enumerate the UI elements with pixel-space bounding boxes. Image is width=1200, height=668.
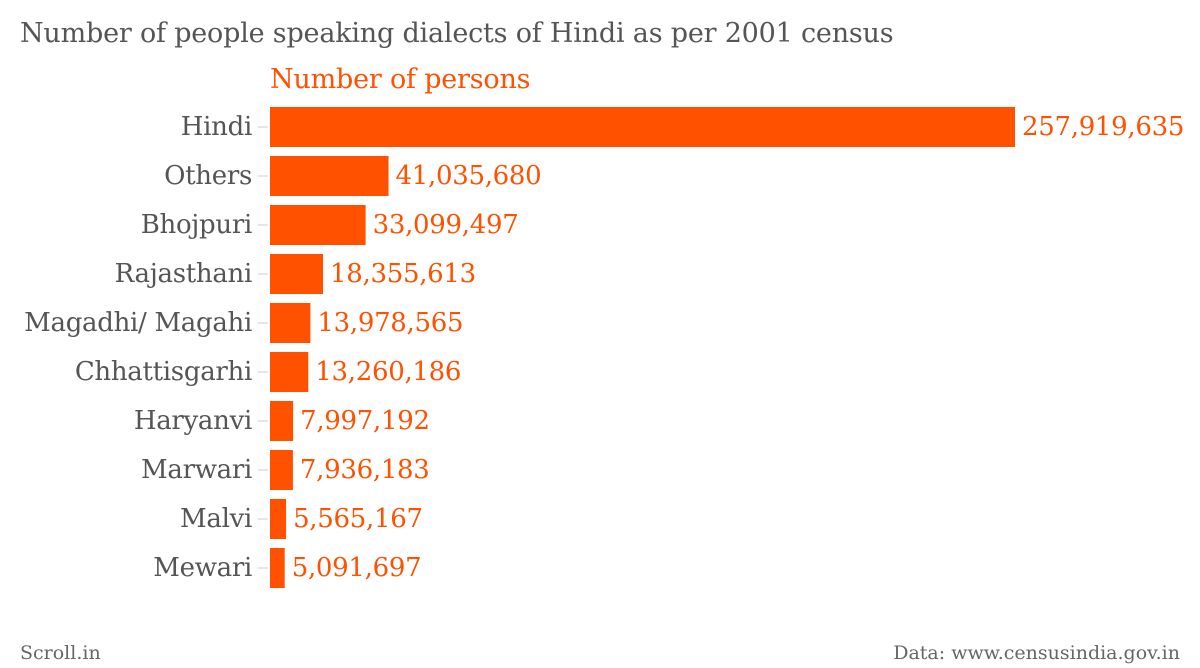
value-label: 33,099,497 bbox=[373, 210, 519, 240]
category-label: Hindi bbox=[181, 112, 252, 142]
value-label: 13,978,565 bbox=[317, 308, 463, 338]
series-label: Number of persons bbox=[270, 64, 531, 95]
value-label: 13,260,186 bbox=[315, 357, 461, 387]
bar bbox=[270, 548, 285, 588]
category-label: Malvi bbox=[180, 504, 252, 534]
category-label: Marwari bbox=[141, 455, 252, 485]
value-label: 41,035,680 bbox=[396, 161, 542, 191]
source-credit: Scroll.in bbox=[20, 642, 101, 664]
bar bbox=[270, 303, 311, 343]
category-label: Others bbox=[164, 161, 252, 191]
bar bbox=[270, 450, 293, 490]
category-label: Bhojpuri bbox=[141, 210, 252, 240]
category-label: Chhattisgarhi bbox=[75, 357, 252, 387]
value-label: 5,565,167 bbox=[293, 504, 423, 534]
value-label: 5,091,697 bbox=[292, 553, 422, 583]
bar bbox=[270, 107, 1015, 147]
bar bbox=[270, 205, 366, 245]
bar bbox=[270, 254, 324, 294]
chart-title: Number of people speaking dialects of Hi… bbox=[20, 18, 894, 49]
value-label: 257,919,635 bbox=[1022, 112, 1184, 142]
bar bbox=[270, 156, 389, 196]
bar bbox=[270, 352, 309, 392]
category-label: Haryanvi bbox=[134, 406, 252, 436]
bar bbox=[270, 499, 287, 539]
value-label: 7,936,183 bbox=[300, 455, 430, 485]
data-source: Data: www.censusindia.gov.in bbox=[893, 642, 1180, 664]
category-label: Magadhi/ Magahi bbox=[24, 308, 252, 338]
category-label: Mewari bbox=[153, 553, 252, 583]
bar bbox=[270, 401, 294, 441]
value-label: 18,355,613 bbox=[330, 259, 476, 289]
value-label: 7,997,192 bbox=[300, 406, 430, 436]
category-label: Rajasthani bbox=[115, 259, 252, 289]
